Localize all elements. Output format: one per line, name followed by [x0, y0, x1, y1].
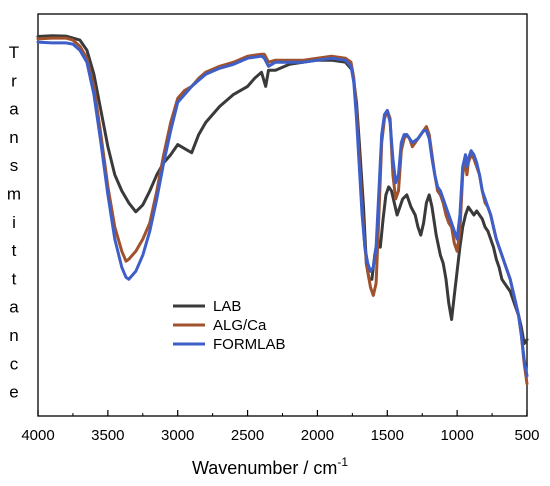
y-axis-title-letter: m: [7, 185, 21, 204]
x-tick-label: 2500: [231, 427, 264, 444]
y-axis-title-letter: n: [9, 128, 18, 147]
y-axis-title-letter: c: [10, 354, 19, 373]
x-axis-title: Wavenumber / cm-1: [192, 455, 348, 478]
x-axis-title-superscript: -1: [337, 455, 348, 469]
x-tick-label: 3500: [91, 427, 124, 444]
y-axis-title-letter: a: [9, 298, 19, 317]
y-axis-title-letter: t: [12, 241, 17, 260]
legend-label: LAB: [213, 298, 241, 315]
series-line-lab: [36, 34, 529, 346]
series-layer: [36, 34, 529, 386]
legend: LAB ALG/Ca FORMLAB: [173, 298, 286, 353]
legend-label: ALG/Ca: [213, 317, 267, 334]
x-axis-title-text: Wavenumber / cm: [192, 458, 337, 478]
x-tick-label: 500: [514, 427, 539, 444]
series-line-formlab: [36, 40, 529, 378]
x-tick-label: 3000: [161, 427, 194, 444]
x-axis: 4000 3500 3000 2500 2000 1500 1000 500: [21, 410, 540, 444]
x-tick-label: 1500: [371, 427, 404, 444]
x-tick-label: 2000: [301, 427, 334, 444]
x-tick-label: 1000: [440, 427, 473, 444]
y-axis-title-letter: e: [9, 383, 18, 402]
y-axis-title-letter: n: [9, 326, 18, 345]
x-tick-label: 4000: [21, 427, 54, 444]
y-axis-title-letter: a: [9, 100, 19, 119]
legend-label: FORMLAB: [213, 336, 286, 353]
y-axis-title-letter: s: [10, 156, 19, 175]
y-axis-title-letter: i: [12, 213, 16, 232]
y-axis-title-letter: t: [12, 269, 17, 288]
y-axis-title-letter: r: [11, 71, 17, 90]
y-axis-title-letter: T: [9, 43, 19, 62]
